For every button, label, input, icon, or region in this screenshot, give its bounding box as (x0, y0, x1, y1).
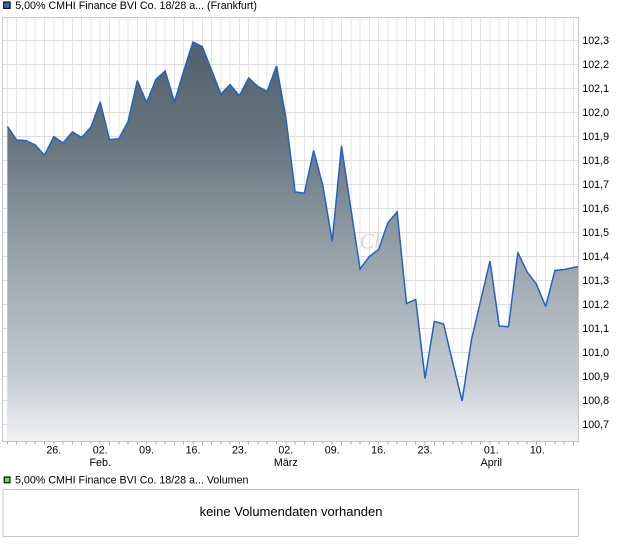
svg-text:101,5: 101,5 (582, 227, 609, 239)
svg-text:März: März (274, 457, 298, 469)
svg-text:16.: 16. (186, 445, 201, 457)
svg-text:Feb.: Feb. (90, 457, 111, 469)
svg-text:10.: 10. (530, 445, 545, 457)
svg-text:01.: 01. (484, 445, 499, 457)
svg-text:101,7: 101,7 (582, 179, 609, 191)
svg-text:102,1: 102,1 (582, 83, 609, 95)
svg-text:23.: 23. (232, 445, 247, 457)
svg-text:02.: 02. (278, 445, 293, 457)
svg-text:16.: 16. (371, 445, 386, 457)
svg-text:100,8: 100,8 (582, 395, 609, 407)
svg-text:02.: 02. (93, 445, 108, 457)
svg-text:101,1: 101,1 (582, 323, 609, 335)
svg-text:101,8: 101,8 (582, 155, 609, 167)
svg-text:100,7: 100,7 (582, 419, 609, 431)
svg-text:5,00% CMHI Finance BVI Co. 18/: 5,00% CMHI Finance BVI Co. 18/28 a... Vo… (15, 475, 249, 487)
svg-text:5,00% CMHI Finance BVI Co. 18/: 5,00% CMHI Finance BVI Co. 18/28 a... (F… (15, 0, 257, 12)
svg-text:102,0: 102,0 (582, 107, 609, 119)
svg-text:keine Volumendaten vorhanden: keine Volumendaten vorhanden (200, 504, 383, 519)
svg-text:102,3: 102,3 (582, 35, 609, 47)
svg-text:100,9: 100,9 (582, 371, 609, 383)
svg-text:April: April (481, 457, 502, 469)
svg-text:09.: 09. (139, 445, 154, 457)
svg-text:101,3: 101,3 (582, 275, 609, 287)
svg-text:101,6: 101,6 (582, 203, 609, 215)
svg-text:102,2: 102,2 (582, 59, 609, 71)
svg-text:09.: 09. (325, 445, 340, 457)
svg-text:101,9: 101,9 (582, 131, 609, 143)
svg-text:26.: 26. (46, 445, 61, 457)
svg-text:101,2: 101,2 (582, 299, 609, 311)
svg-text:101,4: 101,4 (582, 251, 609, 263)
svg-text:101,0: 101,0 (582, 347, 609, 359)
svg-text:23.: 23. (418, 445, 433, 457)
